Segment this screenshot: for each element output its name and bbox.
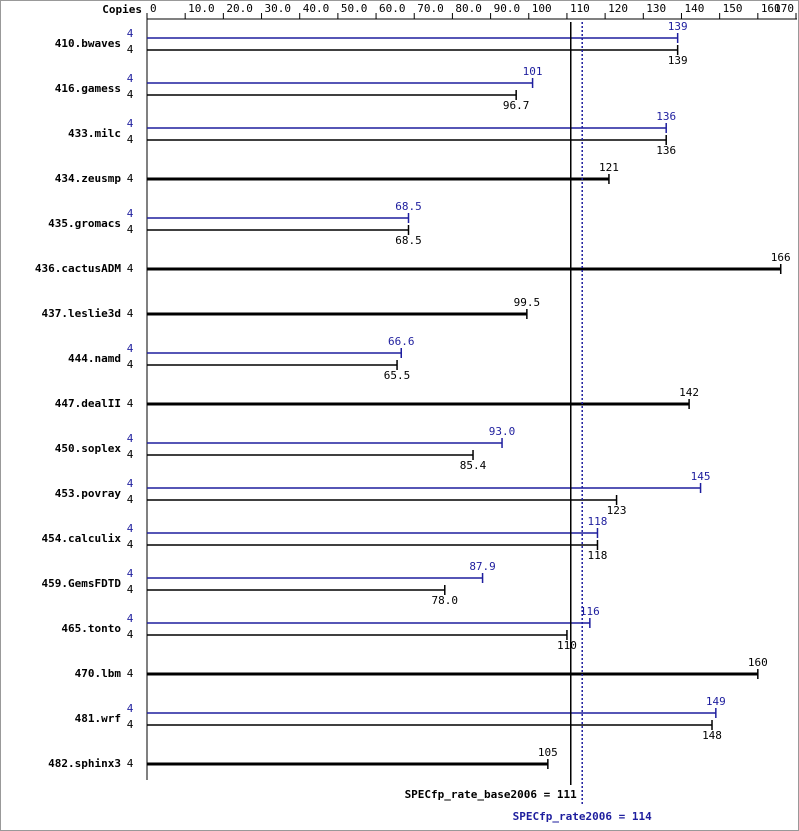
copies-label: 4 bbox=[127, 432, 134, 445]
value-label: 123 bbox=[607, 504, 627, 517]
reference-label: SPECfp_rate_base2006 = 111 bbox=[405, 788, 578, 801]
value-label: 66.6 bbox=[388, 335, 415, 348]
x-tick-label: 170 bbox=[774, 2, 794, 15]
x-tick-label: 160 bbox=[761, 2, 781, 15]
copies-label: 4 bbox=[127, 72, 134, 85]
copies-label: 4 bbox=[127, 583, 134, 596]
x-tick-label: 30.0 bbox=[265, 2, 292, 15]
value-label: 101 bbox=[523, 65, 543, 78]
benchmark-name: 444.namd bbox=[68, 352, 121, 365]
value-label: 118 bbox=[588, 549, 608, 562]
x-tick-label: 40.0 bbox=[303, 2, 330, 15]
value-label: 121 bbox=[599, 161, 619, 174]
x-tick-label: 80.0 bbox=[455, 2, 482, 15]
copies-label: 4 bbox=[127, 567, 134, 580]
copies-label: 4 bbox=[127, 262, 134, 275]
value-label: 68.5 bbox=[395, 200, 422, 213]
value-label: 136 bbox=[656, 110, 676, 123]
copies-label: 4 bbox=[127, 628, 134, 641]
x-tick-label: 50.0 bbox=[341, 2, 368, 15]
copies-label: 4 bbox=[127, 88, 134, 101]
copies-label: 4 bbox=[127, 522, 134, 535]
value-label: 149 bbox=[706, 695, 726, 708]
copies-label: 4 bbox=[127, 43, 134, 56]
copies-label: 4 bbox=[127, 702, 134, 715]
x-tick-label: 10.0 bbox=[188, 2, 215, 15]
value-label: 68.5 bbox=[395, 234, 422, 247]
x-tick-label: 20.0 bbox=[226, 2, 253, 15]
benchmark-name: 459.GemsFDTD bbox=[42, 577, 122, 590]
copies-label: 4 bbox=[127, 307, 134, 320]
x-tick-label: 110 bbox=[570, 2, 590, 15]
x-tick-label: 130 bbox=[646, 2, 666, 15]
copies-label: 4 bbox=[127, 477, 134, 490]
value-label: 96.7 bbox=[503, 99, 530, 112]
value-label: 85.4 bbox=[460, 459, 487, 472]
x-tick-label: 0 bbox=[150, 2, 157, 15]
benchmark-name: 437.leslie3d bbox=[42, 307, 121, 320]
benchmark-name: 482.sphinx3 bbox=[48, 757, 121, 770]
value-label: 139 bbox=[668, 54, 688, 67]
benchmark-name: 453.povray bbox=[55, 487, 122, 500]
benchmark-name: 416.gamess bbox=[55, 82, 121, 95]
x-tick-label: 100 bbox=[532, 2, 552, 15]
x-tick-label: 60.0 bbox=[379, 2, 406, 15]
benchmark-name: 434.zeusmp bbox=[55, 172, 122, 185]
x-tick-label: 70.0 bbox=[417, 2, 444, 15]
copies-label: 4 bbox=[127, 133, 134, 146]
copies-label: 4 bbox=[127, 667, 134, 680]
benchmark-name: 481.wrf bbox=[75, 712, 121, 725]
benchmark-name: 435.gromacs bbox=[48, 217, 121, 230]
value-label: 105 bbox=[538, 746, 558, 759]
reference-label: SPECfp_rate2006 = 114 bbox=[513, 810, 652, 823]
copies-label: 4 bbox=[127, 718, 134, 731]
x-tick-label: 90.0 bbox=[494, 2, 521, 15]
value-label: 118 bbox=[588, 515, 608, 528]
copies-label: 4 bbox=[127, 27, 134, 40]
value-label: 166 bbox=[771, 251, 791, 264]
copies-label: 4 bbox=[127, 342, 134, 355]
benchmark-name: 433.milc bbox=[68, 127, 121, 140]
x-tick-label: 140 bbox=[684, 2, 704, 15]
value-label: 65.5 bbox=[384, 369, 411, 382]
copies-label: 4 bbox=[127, 207, 134, 220]
copies-label: 4 bbox=[127, 448, 134, 461]
copies-label: 4 bbox=[127, 172, 134, 185]
value-label: 116 bbox=[580, 605, 600, 618]
copies-label: 4 bbox=[127, 358, 134, 371]
benchmark-name: 465.tonto bbox=[61, 622, 121, 635]
value-label: 110 bbox=[557, 639, 577, 652]
benchmark-name: 454.calculix bbox=[42, 532, 122, 545]
copies-label: 4 bbox=[127, 493, 134, 506]
benchmark-name: 447.dealII bbox=[55, 397, 121, 410]
x-tick-label: 150 bbox=[723, 2, 743, 15]
value-label: 99.5 bbox=[514, 296, 541, 309]
copies-label: 4 bbox=[127, 397, 134, 410]
copies-label: 4 bbox=[127, 223, 134, 236]
axis-label: Copies bbox=[102, 3, 142, 16]
x-tick-label: 120 bbox=[608, 2, 628, 15]
value-label: 145 bbox=[691, 470, 711, 483]
value-label: 142 bbox=[679, 386, 699, 399]
value-label: 87.9 bbox=[469, 560, 496, 573]
benchmark-name: 410.bwaves bbox=[55, 37, 121, 50]
copies-label: 4 bbox=[127, 538, 134, 551]
copies-label: 4 bbox=[127, 117, 134, 130]
benchmark-name: 436.cactusADM bbox=[35, 262, 121, 275]
value-label: 93.0 bbox=[489, 425, 516, 438]
value-label: 78.0 bbox=[432, 594, 459, 607]
value-label: 139 bbox=[668, 20, 688, 33]
benchmark-name: 470.lbm bbox=[75, 667, 122, 680]
value-label: 160 bbox=[748, 656, 768, 669]
copies-label: 4 bbox=[127, 612, 134, 625]
value-label: 148 bbox=[702, 729, 722, 742]
benchmark-name: 450.soplex bbox=[55, 442, 122, 455]
value-label: 136 bbox=[656, 144, 676, 157]
copies-label: 4 bbox=[127, 757, 134, 770]
